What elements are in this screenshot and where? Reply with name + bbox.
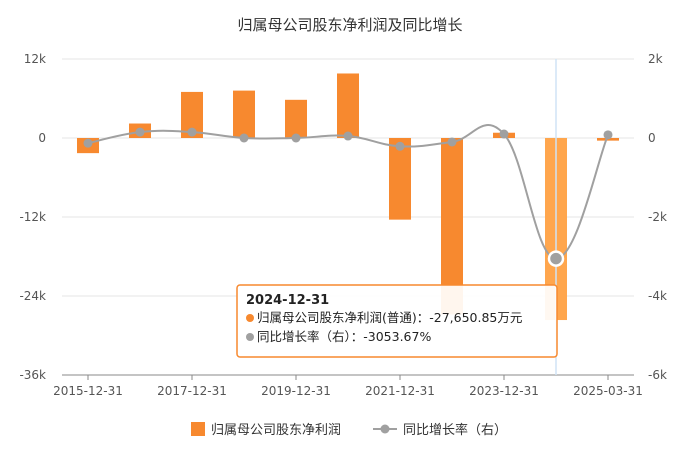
y-left-tick-label: 12k bbox=[24, 52, 46, 66]
legend-line-marker bbox=[380, 424, 390, 434]
line-point-highlight bbox=[547, 250, 565, 267]
bar-series bbox=[77, 73, 619, 321]
y-left-tick-label: 0 bbox=[38, 131, 46, 145]
bar bbox=[285, 99, 307, 138]
bar bbox=[337, 73, 359, 138]
y-right-tick-label: -4k bbox=[648, 289, 667, 303]
y-left-tick-label: -24k bbox=[19, 289, 46, 303]
x-tick-label: 2025-03-31 bbox=[573, 384, 643, 398]
y-right-tick-label: -2k bbox=[648, 210, 667, 224]
line-point bbox=[343, 131, 353, 141]
chart-title: 归属母公司股东净利润及同比增长 bbox=[237, 16, 462, 34]
tooltip-bar-marker bbox=[246, 314, 254, 322]
y-axis-right: 2k 0 -2k -4k -6k bbox=[648, 52, 667, 382]
legend[interactable]: 归属母公司股东净利润 同比增长率（右） bbox=[191, 422, 507, 438]
y-axis-left: 12k 0 -12k -24k -36k bbox=[19, 52, 46, 382]
line-point bbox=[291, 133, 301, 143]
y-right-tick-label: 2k bbox=[648, 52, 663, 66]
x-axis: 2015-12-31 2017-12-31 2019-12-31 2021-12-31… bbox=[53, 374, 643, 398]
y-left-tick-label: -36k bbox=[19, 368, 46, 382]
bar bbox=[233, 90, 255, 138]
growth-line bbox=[87, 124, 609, 260]
bar bbox=[181, 91, 203, 138]
tooltip-line-1: 归属母公司股东净利润(普通)：-27,650.85万元 bbox=[257, 310, 522, 325]
line-point bbox=[499, 129, 509, 139]
x-tick-label: 2015-12-31 bbox=[53, 384, 123, 398]
x-tick-label: 2017-12-31 bbox=[157, 384, 227, 398]
line-point bbox=[603, 130, 613, 140]
y-left-tick-label: -12k bbox=[19, 210, 46, 224]
bar bbox=[389, 138, 411, 220]
legend-line-label: 同比增长率（右） bbox=[403, 422, 507, 438]
line-point bbox=[187, 127, 197, 137]
bar bbox=[441, 138, 463, 315]
y-right-tick-label: -6k bbox=[648, 368, 667, 382]
y-right-tick-label: 0 bbox=[648, 131, 656, 145]
line-point bbox=[135, 127, 145, 137]
tooltip-line-2: 同比增长率（右）：-3053.67% bbox=[257, 329, 431, 344]
legend-bar-swatch bbox=[191, 422, 205, 436]
x-tick-label: 2021-12-31 bbox=[365, 384, 435, 398]
line-point bbox=[83, 138, 93, 148]
tooltip-date: 2024-12-31 bbox=[246, 293, 329, 308]
line-point bbox=[447, 137, 457, 147]
legend-bar-label: 归属母公司股东净利润 bbox=[211, 423, 341, 438]
x-tick-label: 2019-12-31 bbox=[261, 384, 331, 398]
line-point bbox=[239, 133, 249, 143]
line-series bbox=[83, 124, 613, 267]
line-point bbox=[395, 141, 405, 151]
x-tick-label: 2023-12-31 bbox=[469, 384, 539, 398]
tooltip-line-marker bbox=[246, 333, 254, 341]
tooltip-box bbox=[236, 284, 558, 358]
tooltip: 2024-12-31 归属母公司股东净利润(普通)：-27,650.85万元 同… bbox=[236, 284, 558, 358]
